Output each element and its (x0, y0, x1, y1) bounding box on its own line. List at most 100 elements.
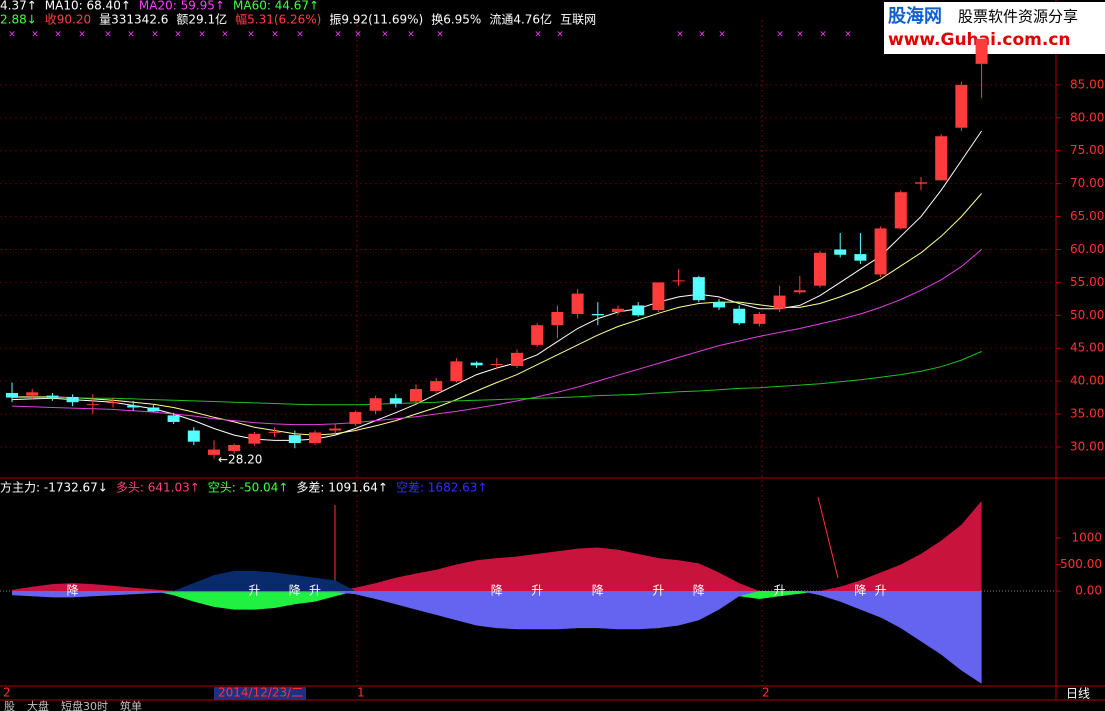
header-item: 空头: -50.04↑ (208, 481, 289, 495)
marker-x: × (221, 30, 229, 40)
candle-body (814, 252, 826, 286)
header-item: 2.88↓ (0, 13, 37, 27)
candle-body (268, 431, 281, 433)
y-tick-label: 35.00 (1070, 407, 1104, 421)
marker-x: × (127, 30, 135, 40)
marker-x: × (31, 30, 39, 40)
header-item: MA10: 68.40↑ (45, 0, 131, 13)
marker-x: × (381, 30, 389, 40)
signal-label: 降 (854, 584, 866, 598)
candle-body (511, 352, 523, 366)
header-item: 多差: 1091.64↑ (296, 481, 388, 495)
header-item: 互联网 (560, 13, 596, 27)
signal-label: 降 (289, 584, 301, 598)
signal-label: 升 (309, 584, 321, 598)
signal-label: 降 (592, 584, 604, 598)
x-axis-label: 2 (762, 686, 770, 700)
candle-body (288, 435, 301, 444)
candle-body (713, 302, 725, 308)
marker-x: × (78, 30, 86, 40)
annotation: ←28.20 (218, 452, 262, 466)
x-axis-label: 1 (357, 686, 365, 700)
candle-body (874, 228, 887, 275)
period-label: 日线 (1066, 687, 1090, 701)
y-tick-label: 70.00 (1070, 176, 1104, 190)
marker-x: × (296, 30, 304, 40)
y-tick-label: 40.00 (1070, 374, 1104, 388)
y-tick-label: 85.00 (1070, 77, 1104, 91)
candle-body (187, 430, 200, 442)
candle-body (369, 398, 382, 411)
y-tick-label: 0.00 (1075, 584, 1102, 598)
candle-body (309, 432, 321, 444)
candle-body (248, 433, 261, 444)
candle-body (410, 389, 422, 402)
header-item: 空差: 1682.63↑ (396, 481, 488, 495)
candle-body (975, 38, 988, 64)
y-tick-label: 65.00 (1070, 209, 1104, 223)
candle-body (652, 282, 665, 311)
marker-x: × (556, 30, 564, 40)
y-tick-label: 80.00 (1070, 110, 1104, 124)
header-item: 多头: 641.03↑ (116, 481, 200, 495)
tab[interactable]: 筑单 (120, 699, 142, 711)
header-item: MA60: 44.67↑ (233, 0, 319, 13)
y-tick-label: 500.00 (1060, 557, 1102, 571)
marker-x: × (54, 30, 62, 40)
signal-label: 升 (531, 584, 543, 598)
ma-line (12, 351, 982, 406)
candle-body (490, 364, 503, 366)
tab[interactable]: 短盘30时 (61, 699, 108, 711)
marker-x: × (819, 30, 827, 40)
logo-box (884, 2, 1105, 54)
signal-arrow (817, 496, 839, 579)
header-item: 流通4.76亿 (489, 12, 552, 27)
signal-label: 升 (875, 584, 887, 598)
logo-name: 股海网 (887, 5, 942, 27)
signal-label: 降 (693, 584, 705, 598)
marker-x: × (698, 30, 706, 40)
marker-x: × (104, 30, 112, 40)
y-tick-label: 1000 (1071, 530, 1102, 544)
marker-x: × (676, 30, 684, 40)
tab[interactable]: 大盘 (27, 699, 49, 711)
candle-body (551, 312, 564, 326)
candle-body (571, 293, 584, 314)
candle-body (612, 308, 624, 313)
date-box (214, 687, 306, 700)
candle-body (894, 192, 907, 229)
tab[interactable]: 股 (4, 700, 15, 711)
ma-line (12, 193, 982, 436)
header-item: 额29.1亿 (176, 12, 227, 27)
candle-body (147, 407, 160, 412)
signal-label: 降 (67, 584, 79, 598)
candle-body (107, 402, 119, 404)
candle-body (349, 412, 362, 424)
marker-x: × (247, 30, 255, 40)
y-tick-label: 45.00 (1070, 341, 1104, 355)
candle-body (733, 308, 746, 324)
candle-body (854, 254, 867, 261)
y-tick-label: 60.00 (1070, 242, 1104, 256)
header-item: 幅5.31(6.26%) (235, 12, 321, 27)
candle-body (753, 313, 766, 324)
marker-x: × (8, 30, 16, 40)
marker-x: × (796, 30, 804, 40)
candle-body (430, 381, 443, 392)
marker-x: × (354, 30, 362, 40)
marker-x: × (776, 30, 784, 40)
candle-body (389, 398, 402, 404)
candle-body (46, 395, 59, 398)
candle-body (167, 415, 180, 422)
marker-x: × (151, 30, 159, 40)
marker-x: × (174, 30, 182, 40)
signal-label: 升 (652, 584, 664, 598)
header-item: 振9.92(11.69%) (329, 13, 423, 27)
candle-body (329, 428, 342, 431)
y-tick-label: 75.00 (1070, 143, 1104, 157)
candle-body (672, 280, 685, 282)
header-item: 换6.95% (431, 13, 481, 27)
header-item: 量331342.6 (99, 13, 168, 27)
x-axis-label: 2014/12/23/二 (218, 686, 303, 700)
